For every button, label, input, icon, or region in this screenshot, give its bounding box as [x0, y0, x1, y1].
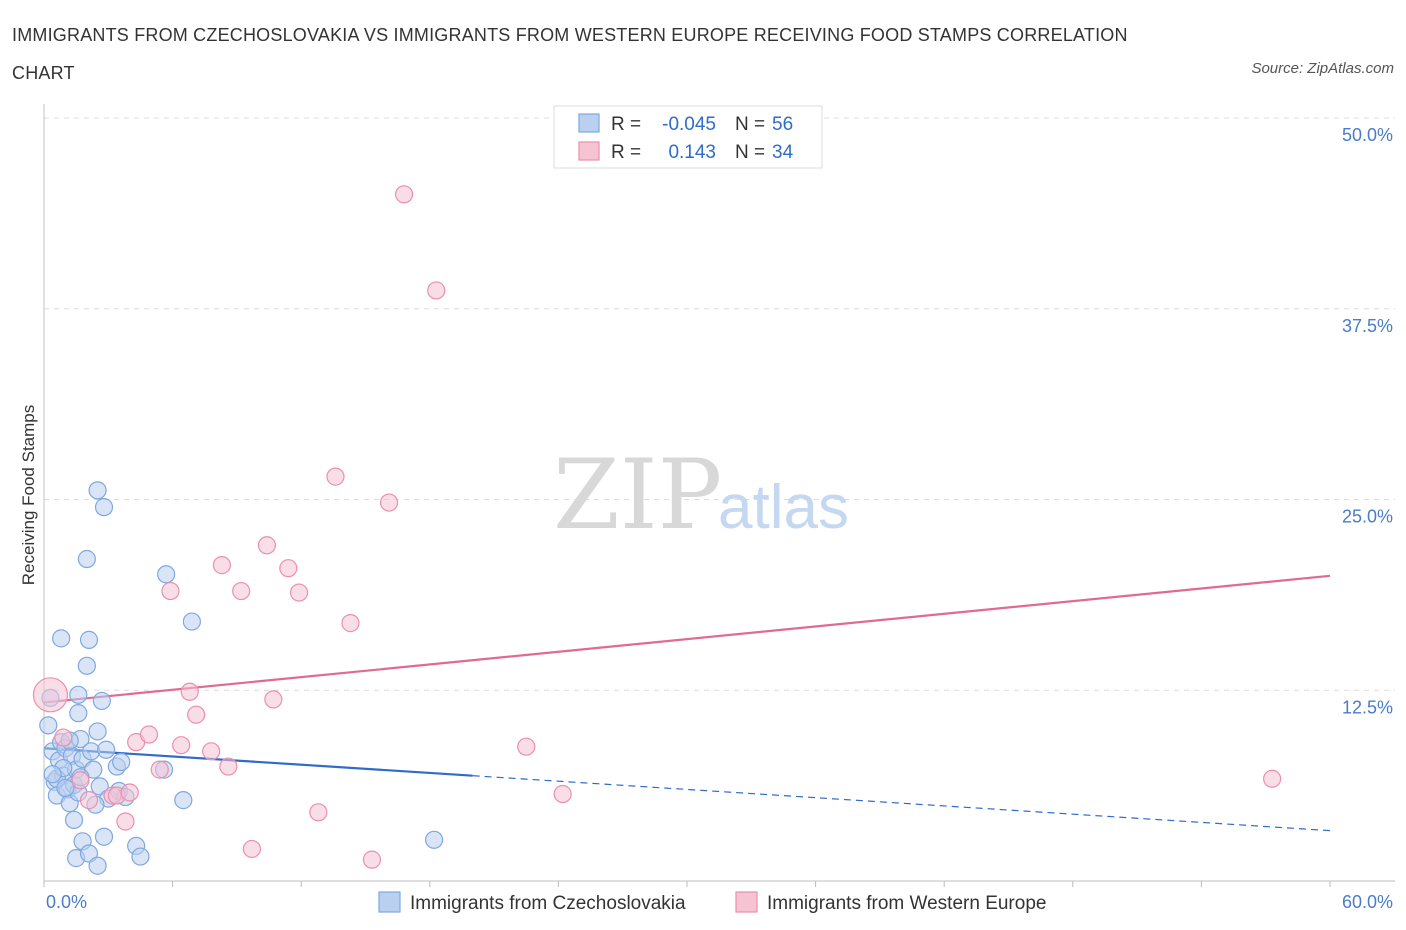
- data-points: [32, 185, 1282, 875]
- point-s1-22: [289, 583, 309, 602]
- point-s1-1: [54, 728, 73, 747]
- legend-r-value-0: -0.045: [662, 114, 716, 135]
- point-s0-19: [69, 704, 88, 723]
- chart-source: Source: ZipAtlas.com: [1251, 60, 1394, 77]
- point-s1-33: [120, 783, 139, 802]
- trend-lines: [43, 574, 1331, 832]
- legend-r-label-1: R =: [611, 142, 641, 163]
- y-tick-label-0: 12.5%: [1342, 697, 1393, 717]
- point-s0-51: [82, 742, 101, 761]
- point-s1-19: [257, 536, 277, 555]
- point-s0-43: [182, 612, 201, 631]
- point-s0-22: [77, 549, 96, 569]
- point-s1-27: [379, 493, 399, 512]
- point-s0-52: [97, 740, 116, 759]
- point-s0-17: [52, 629, 71, 648]
- y-tick-label-1: 25.0%: [1342, 507, 1393, 527]
- point-s1-16: [219, 757, 238, 776]
- y-axis-label: Receiving Food Stamps: [19, 405, 38, 585]
- point-s1-20: [264, 690, 283, 709]
- trend-line-1: [43, 574, 1331, 704]
- tick-labels: 12.5% 25.0% 37.5% 50.0% 0.0% 60.0%: [46, 125, 1393, 912]
- legend-n-label-1: N =: [735, 142, 765, 163]
- point-s1-24: [326, 467, 345, 486]
- point-s1-11: [172, 736, 191, 755]
- series-legend-swatch-czechoslovakia: [378, 891, 401, 913]
- point-s0-25: [88, 722, 107, 741]
- point-s1-25: [341, 614, 360, 633]
- trend-line-0: [43, 747, 473, 777]
- series-legend: Immigrants from Czechoslovakia Immigrant…: [378, 891, 1046, 914]
- gridlines: [44, 117, 1395, 691]
- point-s0-45: [174, 791, 193, 810]
- y-tick-label-3: 50.0%: [1342, 125, 1393, 145]
- x-tick-label-1: 60.0%: [1342, 892, 1393, 912]
- point-s1-8: [139, 725, 159, 744]
- point-s1-14: [202, 742, 221, 761]
- point-s1-13: [187, 705, 206, 724]
- legend-n-label-0: N =: [735, 114, 765, 135]
- series-legend-label-czechoslovakia: Immigrants from Czechoslovakia: [410, 893, 686, 914]
- point-s1-15: [212, 556, 231, 575]
- point-s0-20: [77, 656, 96, 675]
- y-tick-label-2: 37.5%: [1342, 316, 1393, 336]
- watermark-atlas: atlas: [718, 473, 849, 542]
- point-s0-23: [88, 481, 107, 500]
- point-s0-18: [69, 685, 88, 704]
- point-s0-26: [92, 691, 111, 711]
- legend-swatch-czechoslovakia: [578, 113, 600, 133]
- point-s1-28: [394, 185, 414, 204]
- point-s1-30: [517, 737, 536, 756]
- point-s0-53: [56, 778, 75, 798]
- point-s0-41: [131, 847, 150, 866]
- point-s1-10: [161, 581, 180, 601]
- point-s0-46: [424, 830, 444, 849]
- point-s1-29: [427, 281, 446, 300]
- point-s0-54: [43, 765, 62, 784]
- point-s1-2: [71, 771, 90, 790]
- series-legend-label-western-europe: Immigrants from Western Europe: [767, 893, 1046, 914]
- point-s1-32: [1263, 769, 1282, 788]
- legend-r-label-0: R =: [611, 114, 641, 135]
- stats-legend: R = -0.045 N = 56 R = 0.143 N = 34: [553, 105, 823, 169]
- point-s0-21: [79, 630, 99, 649]
- point-s1-26: [362, 850, 382, 869]
- legend-r-value-1: 0.143: [668, 142, 716, 163]
- legend-n-value-1: 34: [772, 142, 794, 163]
- x-tick-label-0: 0.0%: [46, 892, 87, 912]
- point-s1-21: [279, 559, 298, 578]
- point-s1-3: [79, 791, 99, 810]
- legend-n-value-0: 56: [772, 114, 793, 135]
- point-s0-42: [157, 565, 176, 584]
- point-s0-33: [88, 856, 107, 875]
- watermark-zip: ZIP: [553, 439, 722, 551]
- trend-line-extension-0: [472, 775, 1331, 832]
- point-s1-23: [309, 803, 328, 822]
- point-s1-18: [242, 839, 262, 859]
- point-s0-34: [94, 827, 114, 846]
- point-s0-29: [64, 810, 84, 830]
- point-s1-9: [150, 760, 169, 779]
- point-s1-17: [232, 581, 251, 601]
- series-legend-swatch-western-europe: [735, 891, 758, 913]
- legend-swatch-western-europe: [578, 141, 600, 161]
- point-s0-24: [94, 498, 114, 517]
- point-s0-38: [112, 752, 131, 772]
- point-s0-0: [39, 716, 58, 735]
- point-s1-0: [32, 677, 69, 713]
- point-s1-6: [116, 812, 135, 831]
- point-s1-12: [180, 682, 199, 701]
- watermark: ZIP atlas: [553, 439, 849, 551]
- chart-title: IMMIGRANTS FROM CZECHOSLOVAKIA VS IMMIGR…: [12, 25, 1128, 83]
- point-s1-31: [553, 784, 572, 804]
